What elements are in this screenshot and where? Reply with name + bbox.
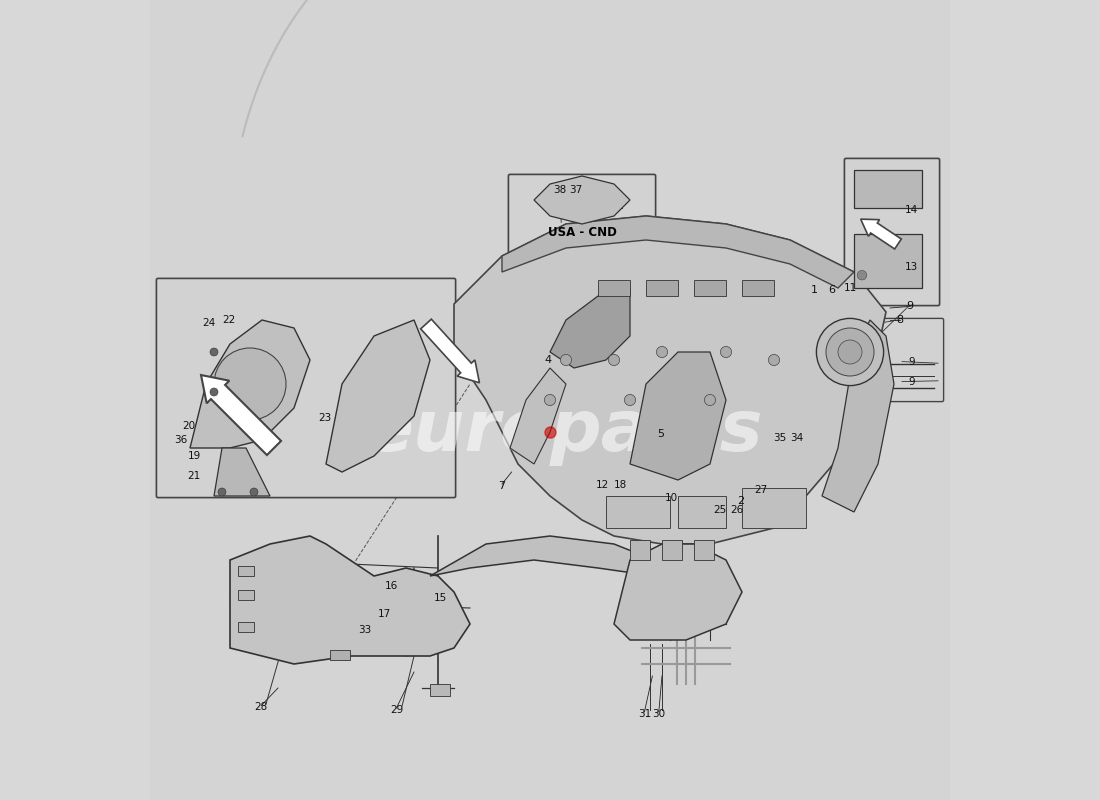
Text: 33: 33 [358, 625, 371, 634]
PathPatch shape [534, 176, 630, 224]
Bar [694, 540, 714, 560]
Bar [646, 280, 678, 296]
Text: USA - CND: USA - CND [548, 226, 616, 238]
Text: 23: 23 [318, 413, 331, 422]
Text: parts: parts [550, 398, 763, 466]
PathPatch shape [550, 288, 630, 368]
PathPatch shape [430, 536, 654, 576]
PathPatch shape [190, 320, 310, 448]
Text: 6: 6 [828, 285, 835, 294]
PathPatch shape [214, 448, 270, 496]
Bar [598, 280, 630, 296]
Circle shape [838, 340, 862, 364]
Circle shape [210, 348, 218, 356]
PathPatch shape [510, 368, 566, 464]
Text: 14: 14 [905, 205, 918, 214]
Bar [854, 234, 922, 288]
Bar [238, 566, 254, 576]
Circle shape [816, 318, 883, 386]
Circle shape [857, 270, 867, 280]
Circle shape [218, 488, 226, 496]
Text: 12: 12 [596, 480, 609, 490]
Text: 37: 37 [569, 186, 582, 195]
Text: 9: 9 [909, 377, 915, 386]
Bar [330, 650, 350, 660]
Circle shape [625, 394, 636, 406]
PathPatch shape [502, 216, 854, 288]
Text: 4: 4 [544, 355, 551, 365]
FancyBboxPatch shape [156, 278, 455, 498]
Circle shape [704, 394, 716, 406]
Circle shape [720, 346, 732, 358]
FancyBboxPatch shape [857, 318, 944, 402]
Text: 30: 30 [652, 709, 666, 718]
Text: 17: 17 [377, 609, 390, 618]
Circle shape [769, 354, 780, 366]
Text: 9: 9 [909, 357, 915, 366]
Text: 7: 7 [498, 481, 506, 490]
Circle shape [560, 354, 572, 366]
Text: 22: 22 [222, 315, 235, 325]
Bar [694, 280, 726, 296]
Bar [630, 540, 650, 560]
Text: 8: 8 [896, 315, 903, 325]
Circle shape [826, 328, 875, 376]
PathPatch shape [630, 352, 726, 480]
PathPatch shape [822, 320, 894, 512]
Text: 5: 5 [657, 430, 664, 439]
Text: 36: 36 [174, 435, 187, 445]
FancyArrow shape [860, 219, 901, 249]
Text: 29: 29 [389, 705, 403, 714]
Circle shape [210, 388, 218, 396]
Circle shape [250, 488, 258, 496]
PathPatch shape [614, 544, 742, 640]
Text: 31: 31 [638, 709, 651, 718]
Text: 34: 34 [790, 433, 803, 442]
Text: 21: 21 [187, 471, 200, 481]
FancyArrow shape [201, 375, 282, 455]
PathPatch shape [230, 536, 470, 664]
Text: 25: 25 [713, 506, 726, 515]
Bar [742, 280, 774, 296]
PathPatch shape [454, 216, 886, 544]
Bar [606, 496, 670, 528]
Bar [430, 684, 450, 696]
PathPatch shape [326, 320, 430, 472]
Text: 28: 28 [254, 702, 267, 712]
Bar [678, 496, 726, 528]
Text: 38: 38 [553, 186, 566, 195]
Text: 16: 16 [385, 582, 398, 591]
Text: 24: 24 [201, 318, 214, 328]
Text: euro: euro [364, 398, 550, 466]
FancyBboxPatch shape [845, 158, 939, 306]
Text: 19: 19 [187, 451, 200, 461]
Circle shape [544, 394, 556, 406]
Text: 27: 27 [755, 485, 768, 494]
Text: 10: 10 [666, 493, 679, 502]
Bar [238, 590, 254, 600]
Text: 15: 15 [433, 593, 447, 602]
Text: 18: 18 [614, 480, 627, 490]
FancyBboxPatch shape [508, 174, 656, 258]
Text: 35: 35 [773, 433, 786, 442]
Text: 11: 11 [844, 283, 857, 293]
Text: 1: 1 [812, 285, 818, 294]
Text: 13: 13 [905, 262, 918, 272]
Text: 26: 26 [729, 506, 743, 515]
Circle shape [214, 348, 286, 420]
Circle shape [608, 354, 619, 366]
Bar [662, 540, 682, 560]
Text: 2: 2 [737, 496, 744, 506]
Bar [742, 488, 806, 528]
Text: 20: 20 [182, 421, 195, 430]
FancyArrow shape [420, 319, 480, 382]
Text: 9: 9 [906, 302, 914, 311]
Bar [238, 622, 254, 632]
Circle shape [657, 346, 668, 358]
Bar [854, 170, 922, 208]
